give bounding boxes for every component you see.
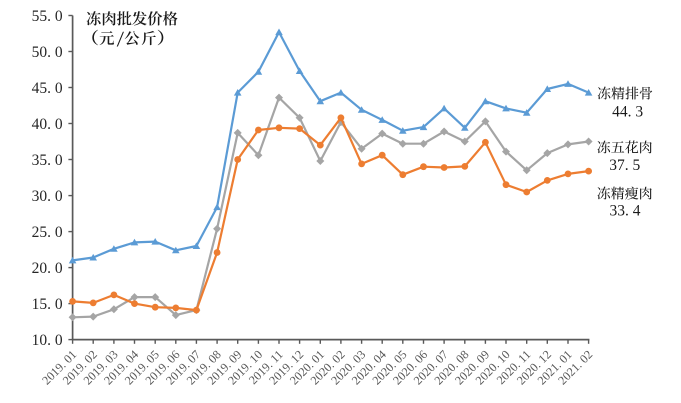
- svg-text:10. 0: 10. 0: [32, 332, 63, 349]
- svg-text:15. 0: 15. 0: [32, 296, 63, 313]
- svg-text:37. 5: 37. 5: [609, 157, 640, 174]
- svg-text:44. 3: 44. 3: [612, 103, 643, 120]
- svg-text:50. 0: 50. 0: [32, 44, 63, 61]
- svg-text:40. 0: 40. 0: [32, 116, 63, 133]
- svg-text:25. 0: 25. 0: [32, 224, 63, 241]
- svg-text:33. 4: 33. 4: [610, 203, 641, 220]
- svg-text:55. 0: 55. 0: [32, 8, 63, 25]
- svg-text:30. 0: 30. 0: [32, 188, 63, 205]
- svg-text:20. 0: 20. 0: [32, 260, 63, 277]
- svg-text:35. 0: 35. 0: [32, 152, 63, 169]
- svg-text:45. 0: 45. 0: [32, 80, 63, 97]
